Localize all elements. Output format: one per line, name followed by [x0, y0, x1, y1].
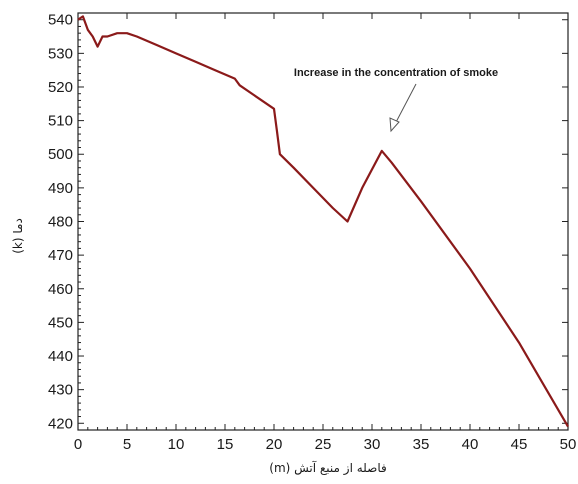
x-tick-labels: 0 5 10 15 20 25 30 35 40 45 50 — [74, 436, 577, 453]
x-tick-label: 0 — [74, 436, 82, 453]
x-tick-label: 15 — [217, 436, 234, 453]
y-tick-label: 510 — [48, 113, 73, 130]
y-tick-label: 530 — [48, 45, 73, 62]
x-tick-label: 35 — [413, 436, 430, 453]
x-tick-label: 40 — [462, 436, 479, 453]
x-axis-title: فاصله از منبع آتش (m) — [269, 460, 386, 476]
series-line-temperature — [77, 15, 569, 428]
y-tick-label: 440 — [48, 348, 73, 365]
x-tick-label: 5 — [123, 436, 131, 453]
y-tick-label: 490 — [48, 180, 73, 197]
x-tick-label: 20 — [266, 436, 283, 453]
x-tick-label: 10 — [168, 436, 185, 453]
x-tick-label: 30 — [364, 436, 381, 453]
y-tick-label: 520 — [48, 79, 73, 96]
y-tick-label: 480 — [48, 214, 73, 231]
y-tick-label: 470 — [48, 247, 73, 264]
y-tick-label: 540 — [48, 12, 73, 29]
y-tick-label: 460 — [48, 281, 73, 298]
y-axis-title: دما (k) — [11, 218, 25, 254]
annotation-smoke-text: Increase in the concentration of smoke — [294, 67, 498, 79]
x-tick-label: 45 — [511, 436, 528, 453]
y-tick-label: 430 — [48, 382, 73, 399]
y-tick-label: 450 — [48, 314, 73, 331]
y-tick-labels: 420 430 440 450 460 470 480 490 500 510 520 530 540 — [48, 12, 73, 433]
y-tick-label: 420 — [48, 415, 73, 432]
y-tick-label: 500 — [48, 146, 73, 163]
x-tick-label: 25 — [315, 436, 332, 453]
annotation-arrow — [389, 83, 417, 133]
plot-frame — [77, 12, 569, 431]
x-tick-label: 50 — [560, 436, 577, 453]
